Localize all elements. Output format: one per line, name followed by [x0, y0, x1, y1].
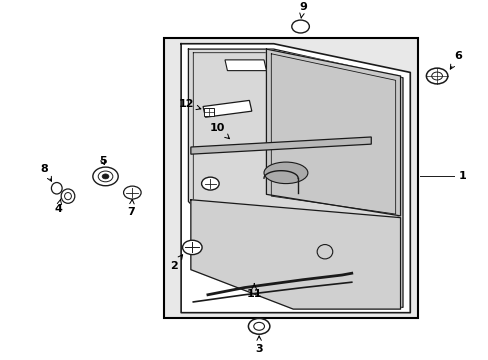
Text: 12: 12 — [178, 99, 201, 109]
Text: 2: 2 — [169, 255, 182, 271]
Text: 8: 8 — [41, 163, 51, 181]
Circle shape — [102, 174, 109, 179]
Text: 11: 11 — [246, 283, 262, 299]
Text: 7: 7 — [127, 199, 135, 217]
Circle shape — [291, 20, 309, 33]
Text: 3: 3 — [255, 336, 263, 354]
Circle shape — [93, 167, 118, 186]
Circle shape — [426, 68, 447, 84]
Ellipse shape — [51, 183, 62, 194]
Polygon shape — [203, 100, 251, 117]
Circle shape — [123, 186, 141, 199]
Polygon shape — [224, 60, 266, 71]
Ellipse shape — [264, 162, 307, 184]
Bar — [163, 39, 417, 318]
Polygon shape — [190, 137, 370, 154]
Polygon shape — [266, 49, 400, 216]
Ellipse shape — [61, 189, 75, 203]
Circle shape — [248, 319, 269, 334]
Polygon shape — [190, 200, 400, 309]
Text: 6: 6 — [449, 51, 461, 69]
Polygon shape — [181, 44, 409, 313]
Text: 4: 4 — [54, 199, 62, 215]
Circle shape — [201, 177, 219, 190]
Text: 10: 10 — [209, 123, 229, 139]
Circle shape — [182, 240, 202, 255]
Text: 5: 5 — [99, 156, 107, 166]
Bar — [203, 108, 214, 116]
Text: 9: 9 — [299, 2, 306, 18]
Polygon shape — [188, 49, 402, 307]
Text: 1: 1 — [458, 171, 466, 181]
